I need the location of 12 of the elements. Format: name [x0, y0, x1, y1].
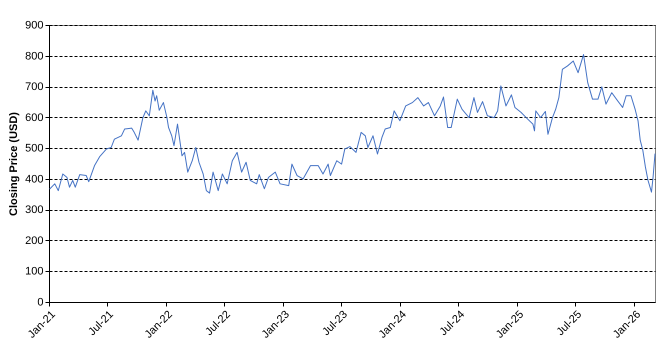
line-series — [49, 54, 656, 194]
y-tick-label: 800 — [25, 50, 44, 62]
y-tick-label: 0 — [37, 296, 44, 308]
y-tick-label: 200 — [25, 234, 44, 247]
y-tick-label: 700 — [25, 81, 44, 94]
y-tick-label: 500 — [25, 142, 44, 155]
y-tick-label: 100 — [25, 266, 44, 278]
y-axis-title: Closing Price (USD) — [8, 112, 20, 216]
y-tick-label: 900 — [25, 20, 44, 32]
y-tick-label: 300 — [25, 204, 44, 216]
y-tick-label: 400 — [25, 173, 44, 186]
y-tick-label: 600 — [25, 112, 44, 124]
